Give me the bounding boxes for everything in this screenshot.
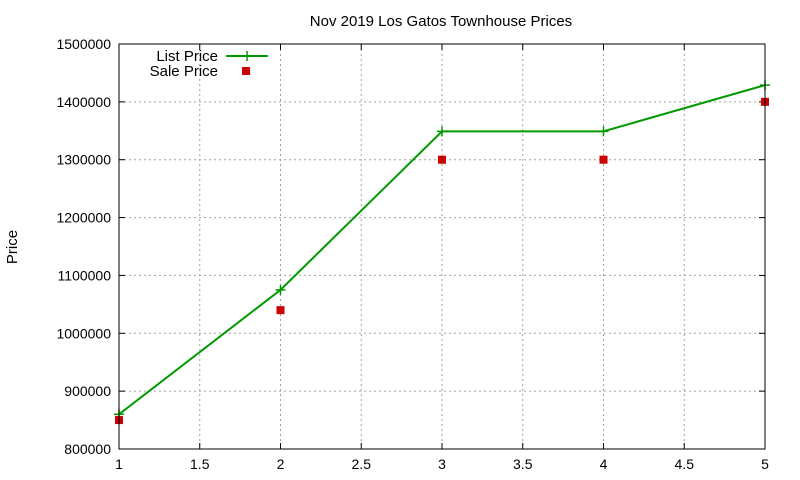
x-tick-label: 1 — [115, 456, 123, 472]
y-tick-label: 900000 — [64, 383, 111, 399]
y-tick-label: 1200000 — [56, 210, 111, 226]
legend-label-list-price: List Price — [156, 48, 218, 65]
x-tick-label: 1.5 — [190, 456, 210, 472]
y-tick-label: 1400000 — [56, 94, 111, 110]
y-tick-label: 1100000 — [58, 267, 112, 283]
y-tick-label: 1300000 — [56, 152, 111, 168]
legend-swatch-square — [242, 67, 250, 75]
list-price-point — [275, 284, 286, 295]
x-tick-label: 3 — [438, 456, 446, 472]
chart-title: Nov 2019 Los Gatos Townhouse Prices — [310, 13, 572, 30]
x-tick-label: 3.5 — [513, 456, 533, 472]
y-axis-label: Price — [4, 230, 21, 264]
y-tick-label: 1000000 — [56, 325, 111, 341]
list-price-point — [242, 51, 252, 61]
x-tick-label: 2 — [277, 456, 285, 472]
x-tick-label: 2.5 — [352, 456, 372, 472]
grid — [119, 44, 765, 449]
x-tick-label: 4.5 — [675, 456, 695, 472]
plot-series — [114, 80, 770, 425]
x-tick-label: 4 — [600, 456, 608, 472]
sale-price-point — [438, 155, 446, 164]
y-tick-label: 1500000 — [56, 36, 111, 52]
list-price-point — [598, 126, 609, 137]
x-tick-label: 5 — [761, 456, 769, 472]
sale-price-point — [276, 306, 285, 315]
legend-label-sale-price: Sale Price — [150, 63, 218, 80]
y-tick-label: 800000 — [64, 441, 111, 457]
axis-ticks: 1 1.5 2 2.5 3 3.5 4 4.5 5 800000 900000 1000000 1100… — [56, 36, 769, 472]
plot-frame — [118, 43, 766, 450]
list-price-point — [437, 126, 447, 137]
sale-price-point — [599, 155, 608, 164]
